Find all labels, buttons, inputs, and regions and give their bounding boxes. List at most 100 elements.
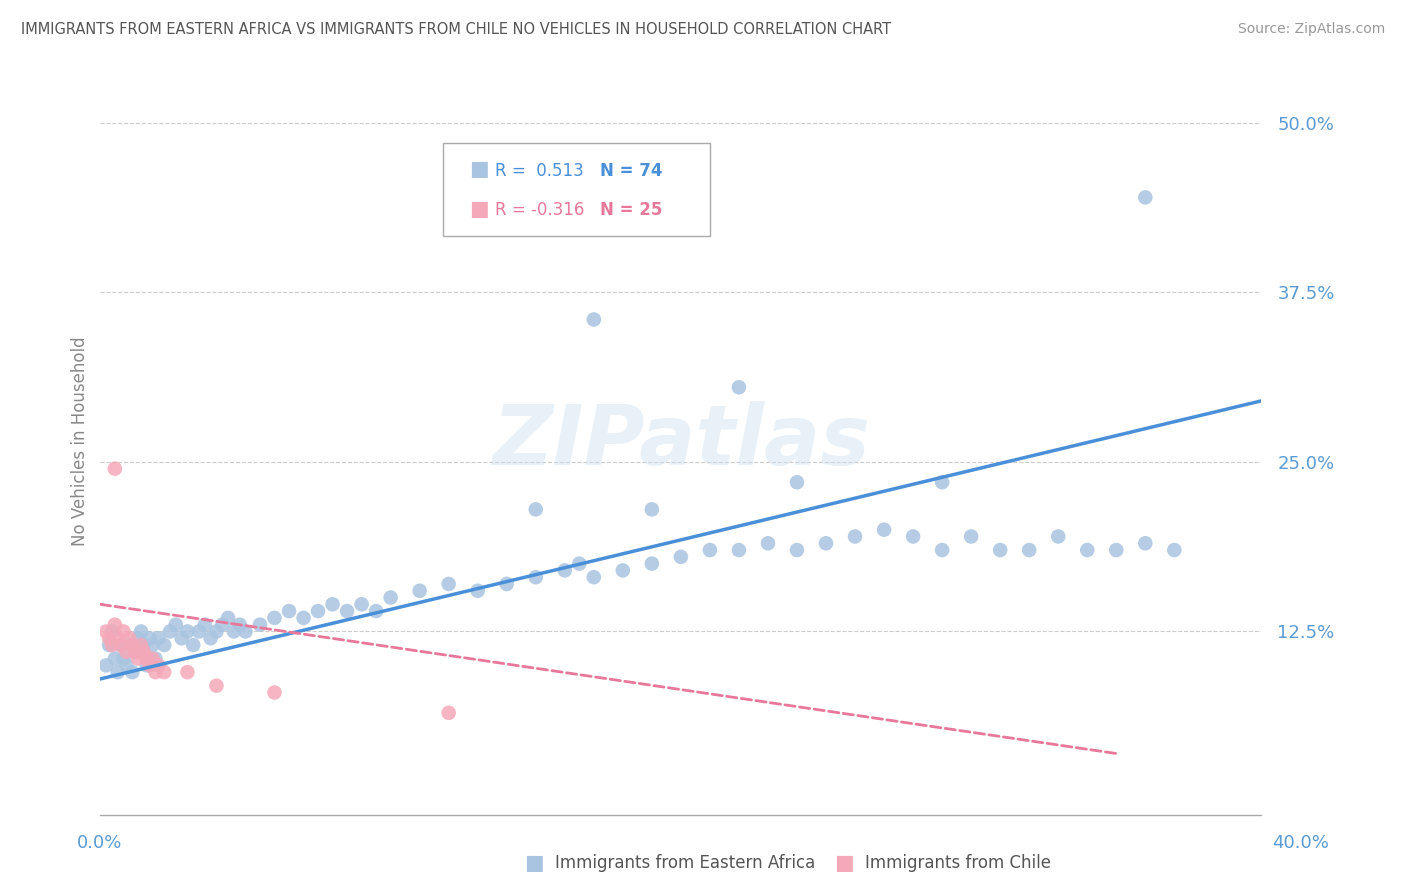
Point xyxy=(118,631,141,645)
Point xyxy=(159,624,181,639)
Point xyxy=(669,549,692,564)
Y-axis label: No Vehicles in Household: No Vehicles in Household xyxy=(72,336,89,547)
Point xyxy=(148,658,170,673)
Text: IMMIGRANTS FROM EASTERN AFRICA VS IMMIGRANTS FROM CHILE NO VEHICLES IN HOUSEHOLD: IMMIGRANTS FROM EASTERN AFRICA VS IMMIGR… xyxy=(21,22,891,37)
Point xyxy=(127,651,149,665)
Point xyxy=(153,638,176,652)
Point xyxy=(554,563,576,577)
Point xyxy=(132,638,155,652)
Point xyxy=(467,583,489,598)
Point xyxy=(756,536,779,550)
Point xyxy=(96,624,118,639)
Point xyxy=(129,624,152,639)
Point xyxy=(641,557,664,571)
Point xyxy=(132,645,155,659)
Point xyxy=(292,611,315,625)
Text: 0.0%: 0.0% xyxy=(77,834,122,852)
Point xyxy=(814,536,837,550)
Point xyxy=(524,502,547,516)
Text: R = -0.316: R = -0.316 xyxy=(495,202,585,219)
Point xyxy=(786,475,808,490)
Point xyxy=(960,529,983,543)
Text: ■: ■ xyxy=(470,199,489,219)
Point xyxy=(988,543,1011,558)
Point xyxy=(336,604,359,618)
Text: ZIPatlas: ZIPatlas xyxy=(492,401,870,482)
Point xyxy=(107,665,129,680)
Point xyxy=(873,523,896,537)
Point xyxy=(112,624,135,639)
Point xyxy=(118,638,141,652)
Point xyxy=(408,583,430,598)
Point xyxy=(135,658,157,673)
Point xyxy=(931,543,953,558)
Point xyxy=(98,638,121,652)
Point xyxy=(145,665,167,680)
Point xyxy=(165,617,187,632)
Point xyxy=(582,570,605,584)
Point xyxy=(148,631,170,645)
Point xyxy=(110,638,132,652)
Point xyxy=(364,604,387,618)
Point xyxy=(115,645,138,659)
Point xyxy=(307,604,329,618)
Point xyxy=(217,611,239,625)
Point xyxy=(145,651,167,665)
Point xyxy=(263,685,285,699)
Point xyxy=(612,563,634,577)
Point xyxy=(181,638,204,652)
Point xyxy=(104,651,127,665)
Point xyxy=(101,638,124,652)
Point xyxy=(641,502,664,516)
Point xyxy=(1135,536,1157,550)
Point xyxy=(104,461,127,475)
Point xyxy=(495,577,517,591)
Text: Source: ZipAtlas.com: Source: ZipAtlas.com xyxy=(1237,22,1385,37)
Text: R =  0.513: R = 0.513 xyxy=(495,162,583,180)
Point xyxy=(138,658,160,673)
Text: Immigrants from Eastern Africa: Immigrants from Eastern Africa xyxy=(555,855,815,872)
Point xyxy=(170,631,193,645)
Point xyxy=(699,543,721,558)
Point xyxy=(350,597,373,611)
Point xyxy=(188,624,211,639)
Text: ■: ■ xyxy=(524,854,544,873)
Point xyxy=(1018,543,1040,558)
Point xyxy=(129,638,152,652)
Point xyxy=(98,631,121,645)
Point xyxy=(931,475,953,490)
Point xyxy=(1047,529,1070,543)
Point xyxy=(142,638,165,652)
Point xyxy=(96,658,118,673)
Text: ■: ■ xyxy=(834,854,853,873)
Point xyxy=(194,617,217,632)
Point xyxy=(1076,543,1098,558)
Point xyxy=(380,591,402,605)
Text: ■: ■ xyxy=(470,160,489,179)
Point xyxy=(112,651,135,665)
Point xyxy=(582,312,605,326)
Point xyxy=(124,645,146,659)
Point xyxy=(235,624,257,639)
Point xyxy=(101,624,124,639)
Text: N = 74: N = 74 xyxy=(599,162,662,180)
Text: N = 25: N = 25 xyxy=(599,202,662,219)
Text: 40.0%: 40.0% xyxy=(1272,834,1329,852)
Point xyxy=(142,651,165,665)
Point xyxy=(211,617,233,632)
Point xyxy=(107,631,129,645)
Point xyxy=(124,645,146,659)
Point xyxy=(1163,543,1185,558)
Point xyxy=(437,577,460,591)
Point xyxy=(278,604,301,618)
Point xyxy=(263,611,285,625)
Point xyxy=(524,570,547,584)
Point xyxy=(176,624,198,639)
Point xyxy=(437,706,460,720)
Text: Immigrants from Chile: Immigrants from Chile xyxy=(865,855,1050,872)
Point xyxy=(222,624,245,639)
Point xyxy=(249,617,271,632)
Point xyxy=(901,529,924,543)
Point xyxy=(127,631,149,645)
Point xyxy=(728,380,751,394)
